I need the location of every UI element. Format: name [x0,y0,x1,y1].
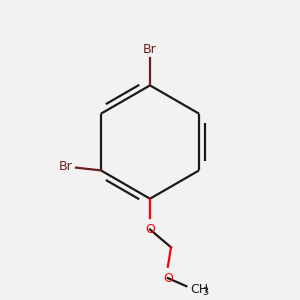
Text: CH: CH [190,283,208,296]
Text: Br: Br [59,160,73,172]
Text: O: O [145,223,155,236]
Text: Br: Br [143,43,157,56]
Text: O: O [163,272,173,285]
Text: 3: 3 [202,287,208,297]
